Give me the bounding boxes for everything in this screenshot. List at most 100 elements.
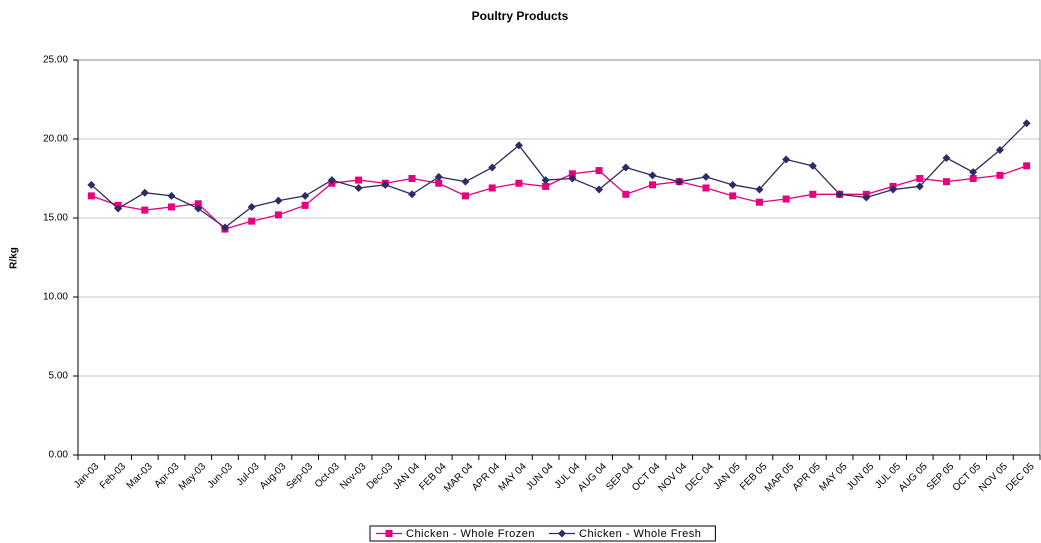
x-tick-label: MAR 04 (442, 461, 476, 495)
legend: Chicken - Whole Frozen Chicken - Whole Fr… (369, 525, 716, 542)
data-point (220, 223, 229, 232)
data-point (969, 175, 977, 182)
data-point (942, 153, 951, 162)
data-point (248, 217, 256, 225)
data-point (408, 175, 416, 182)
x-tick-label: APR 05 (791, 461, 823, 493)
series-line (91, 165, 1027, 230)
data-point (435, 179, 443, 187)
series-line (90, 122, 1028, 229)
data-point (915, 182, 924, 191)
data-point (488, 163, 497, 172)
data-point (621, 163, 630, 172)
x-tick-label: DEC 04 (683, 461, 716, 494)
data-point (194, 200, 202, 208)
data-point (702, 184, 710, 192)
x-tick-label: MAY 05 (817, 461, 850, 494)
data-point (354, 183, 363, 192)
data-point (649, 181, 657, 189)
data-point (461, 192, 469, 200)
data-point (728, 180, 737, 189)
x-tick-label: Nov-03 (338, 461, 369, 492)
data-point (274, 211, 282, 219)
data-point (274, 196, 283, 205)
x-tick-label: MAY 04 (497, 461, 530, 494)
x-tick-label: JUN 05 (845, 461, 877, 493)
data-point (381, 180, 390, 189)
x-tick-label: MAR 05 (763, 461, 797, 495)
x-tick-label: Oct-03 (313, 461, 342, 490)
data-point (916, 175, 924, 182)
data-point (301, 191, 310, 200)
x-tick-label: May-03 (177, 461, 209, 493)
data-point (327, 176, 336, 185)
data-point (835, 190, 844, 199)
data-point (301, 201, 309, 209)
data-point (355, 176, 363, 184)
x-tick-label: JAN 05 (712, 461, 743, 492)
data-point (434, 172, 443, 181)
data-point (675, 177, 684, 186)
data-point (782, 195, 790, 203)
data-point (87, 180, 96, 189)
data-point (568, 170, 576, 178)
data-point (755, 198, 763, 206)
data-point (461, 177, 470, 186)
data-point (996, 171, 1004, 179)
data-point (701, 172, 710, 181)
data-point (167, 191, 176, 200)
x-tick-label: Dec-03 (365, 461, 396, 492)
x-tick-label: APR 04 (470, 461, 502, 493)
data-point (782, 155, 791, 164)
data-point (514, 141, 523, 150)
data-point (622, 190, 630, 198)
data-point (568, 174, 577, 183)
y-tick-label: 15.00 (43, 213, 68, 224)
data-point (729, 192, 737, 200)
x-tick-label: AUG 04 (576, 461, 609, 494)
data-point (488, 184, 496, 192)
legend-marker (558, 529, 566, 538)
x-tick-label: Mar-03 (125, 461, 155, 491)
data-point (87, 192, 95, 200)
data-point (889, 185, 898, 194)
data-point (408, 190, 417, 199)
data-point (1022, 119, 1031, 128)
data-point (969, 168, 978, 177)
y-tick-label: 10.00 (43, 292, 68, 303)
data-point (595, 185, 604, 194)
legend-label: Chicken - Whole Frozen (406, 528, 535, 540)
x-tick-label: DEC 05 (1004, 461, 1037, 494)
y-tick-label: 5.00 (49, 371, 69, 382)
data-point (141, 206, 149, 214)
data-point (995, 146, 1004, 155)
x-tick-label: NOV 05 (977, 461, 1010, 494)
x-tick-label: NOV 04 (656, 461, 689, 494)
data-point (542, 182, 550, 190)
data-point (247, 202, 256, 211)
legend-box (369, 525, 716, 542)
x-tick-label: JUN 04 (524, 461, 556, 493)
y-tick-label: 0.00 (49, 450, 69, 461)
x-tick-label: Sep-03 (285, 461, 316, 492)
plot-frame (77, 59, 1041, 456)
data-point (114, 204, 123, 213)
data-point (942, 178, 950, 186)
y-tick-label: 25.00 (43, 55, 68, 66)
x-tick-label: Feb-03 (98, 461, 128, 491)
data-point (168, 203, 176, 211)
legend-label: Chicken - Whole Fresh (579, 528, 701, 540)
data-point (140, 188, 149, 197)
x-tick-label: JAN 04 (391, 461, 422, 492)
x-tick-label: AUG 05 (897, 461, 930, 494)
data-point (515, 179, 523, 187)
data-point (194, 204, 203, 213)
data-point (648, 171, 657, 180)
data-point (541, 176, 550, 185)
data-point (1023, 162, 1031, 170)
x-tick-label: Jan-03 (72, 461, 102, 491)
y-tick-label: 20.00 (43, 134, 68, 145)
chart-title: Poultry Products (472, 9, 569, 23)
data-point (808, 161, 817, 170)
